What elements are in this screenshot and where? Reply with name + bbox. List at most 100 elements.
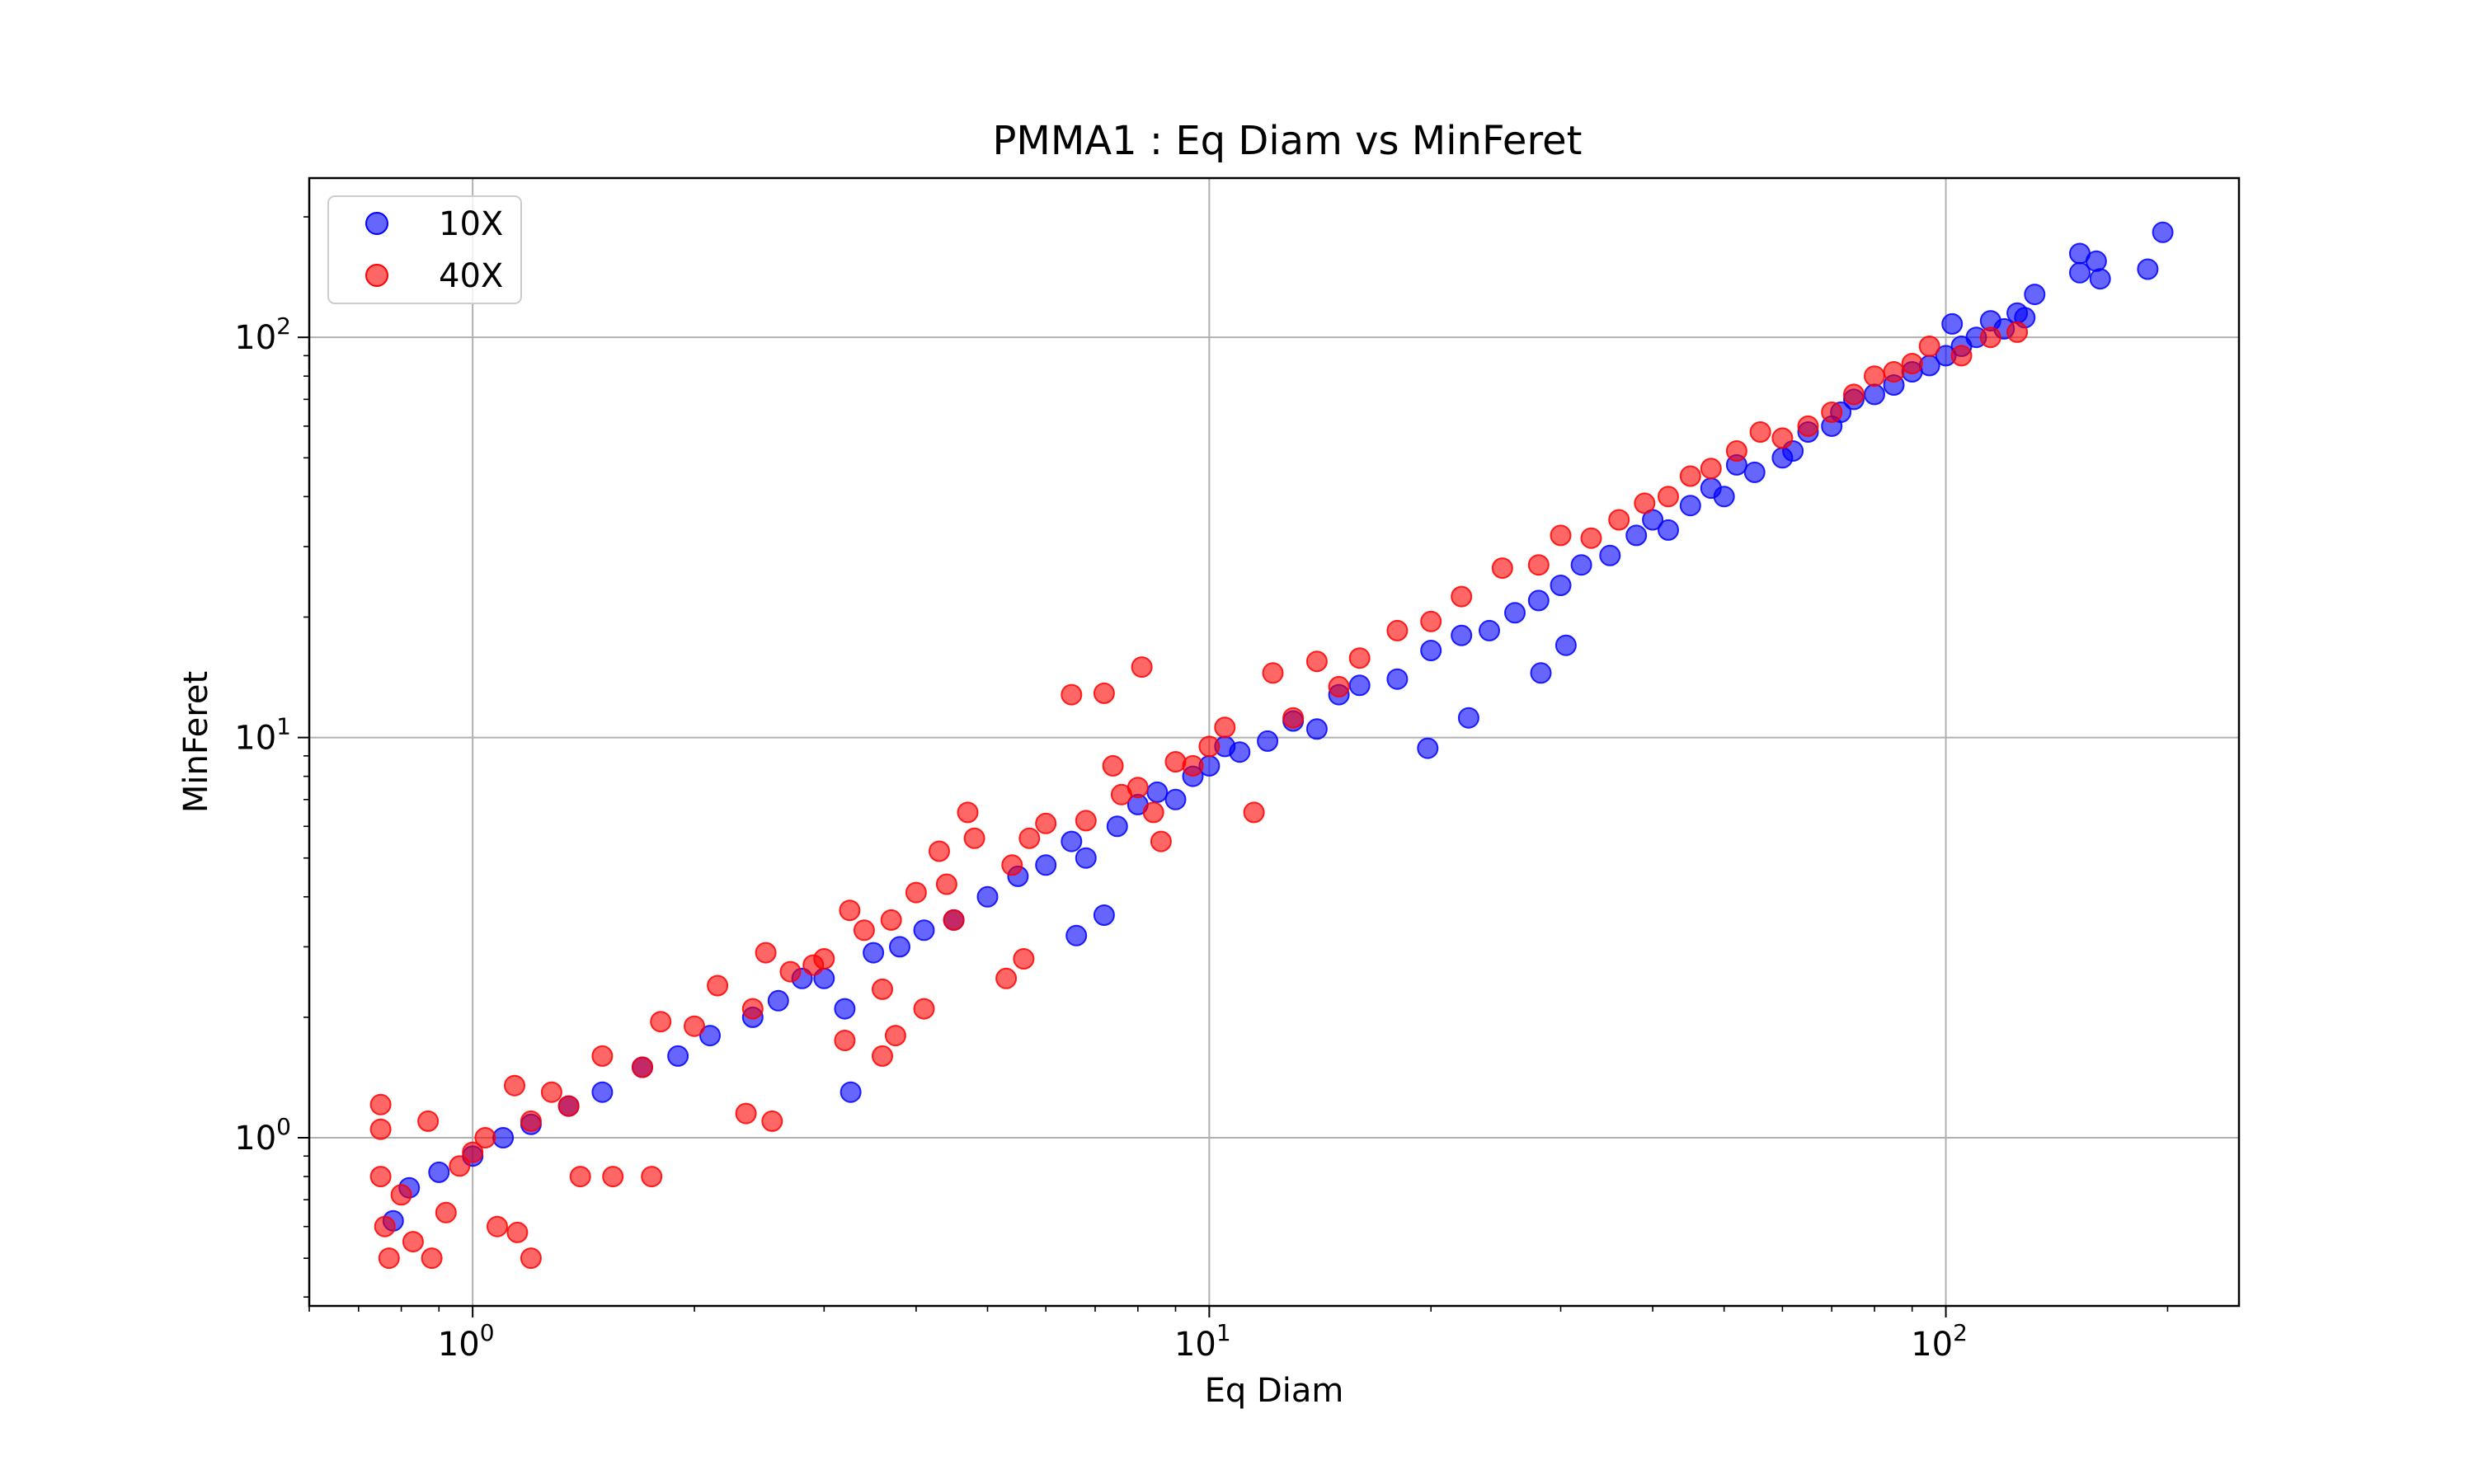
data-point-40x <box>1843 383 1865 406</box>
data-point-40x <box>602 1166 624 1188</box>
data-point-40x <box>1749 421 1771 443</box>
data-point-40x <box>474 1127 496 1148</box>
data-point-40x <box>1797 415 1819 437</box>
data-point-40x <box>884 1025 906 1047</box>
y-tick-label: 102 <box>234 312 291 357</box>
data-point-10x <box>1530 662 1552 684</box>
data-point-10x <box>1527 589 1550 612</box>
data-point-40x <box>1126 777 1149 799</box>
x-tick-exponent: 2 <box>1953 1319 1968 1346</box>
data-point-40x <box>1883 361 1905 383</box>
data-point-40x <box>755 942 777 964</box>
data-point-10x <box>976 885 999 908</box>
data-point-40x <box>741 998 764 1020</box>
x-tick-label: 101 <box>1174 1319 1231 1364</box>
data-point-10x <box>1941 312 1964 335</box>
data-point-40x <box>1214 716 1236 739</box>
data-point-40x <box>390 1184 412 1206</box>
chart-title: PMMA1 : Eq Diam vs MinFeret <box>992 118 1582 164</box>
data-point-10x <box>1479 619 1500 641</box>
data-point-10x <box>1075 847 1097 869</box>
data-point-10x <box>767 989 789 1012</box>
data-point-40x <box>1901 353 1923 374</box>
y-tick-label: 101 <box>234 713 291 758</box>
data-point-10x <box>1106 815 1128 838</box>
data-point-40x <box>735 1102 757 1125</box>
data-point-40x <box>1950 345 1973 367</box>
data-point-10x <box>1550 575 1572 596</box>
data-point-10x <box>840 1081 862 1103</box>
data-point-40x <box>957 801 979 824</box>
data-point-10x <box>1457 707 1479 729</box>
data-point-40x <box>834 1030 856 1051</box>
data-point-40x <box>1658 486 1679 508</box>
data-point-40x <box>449 1155 471 1177</box>
data-point-10x <box>834 998 856 1020</box>
data-point-40x <box>1282 707 1305 729</box>
data-point-40x <box>1164 751 1187 773</box>
data-point-10x <box>1093 904 1115 926</box>
legend-label-40x: 40X <box>439 257 503 295</box>
data-point-10x <box>492 1127 515 1148</box>
data-point-40x <box>1386 619 1409 641</box>
data-point-10x <box>667 1045 689 1067</box>
data-points <box>369 221 2174 1270</box>
data-point-40x <box>632 1056 653 1078</box>
data-point-40x <box>779 960 802 983</box>
data-point-40x <box>1725 440 1747 462</box>
data-point-10x <box>1625 524 1648 547</box>
data-point-40x <box>1608 509 1630 531</box>
data-point-40x <box>1491 557 1513 580</box>
x-tick-exponent: 0 <box>480 1319 495 1346</box>
data-point-40x <box>1305 650 1328 673</box>
y-tick-base: 10 <box>234 720 276 758</box>
data-point-10x <box>1065 924 1088 946</box>
data-point-40x <box>520 1110 542 1132</box>
data-point-40x <box>421 1247 443 1270</box>
legend-marker-10x <box>365 212 388 235</box>
data-point-10x <box>1679 495 1701 517</box>
data-point-10x <box>1713 486 1735 508</box>
y-tick-base: 10 <box>234 319 276 357</box>
data-point-10x <box>1743 461 1766 483</box>
data-point-40x <box>1580 527 1602 549</box>
data-point-40x <box>1821 402 1843 423</box>
data-point-10x <box>1061 830 1083 852</box>
data-point-40x <box>1451 585 1473 608</box>
data-point-40x <box>1243 801 1265 824</box>
data-point-40x <box>1182 754 1204 777</box>
data-point-40x <box>569 1166 591 1188</box>
data-point-10x <box>1658 519 1679 541</box>
data-point-10x <box>1386 668 1409 690</box>
y-tick-exponent: 0 <box>276 1113 291 1140</box>
data-point-40x <box>880 909 902 931</box>
data-point-40x <box>1700 458 1722 480</box>
data-point-40x <box>591 1045 614 1067</box>
data-point-40x <box>417 1110 440 1132</box>
data-point-40x <box>905 881 927 904</box>
data-point-10x <box>699 1025 721 1047</box>
data-point-10x <box>863 942 885 964</box>
plot-area-frame <box>308 176 2241 1308</box>
data-point-10x <box>1035 854 1057 876</box>
data-point-40x <box>1771 427 1794 449</box>
data-point-40x <box>557 1095 580 1117</box>
legend-marker-40x <box>365 264 388 287</box>
data-point-40x <box>462 1141 484 1163</box>
series-40x <box>369 321 2029 1270</box>
data-point-40x <box>540 1081 562 1103</box>
data-point-40x <box>1550 524 1572 547</box>
data-point-10x <box>1305 718 1328 740</box>
data-point-40x <box>520 1247 542 1270</box>
data-point-40x <box>435 1201 457 1223</box>
data-point-10x <box>2089 268 2111 290</box>
data-point-10x <box>1229 741 1251 763</box>
data-point-10x <box>1417 737 1439 759</box>
data-point-10x <box>1146 781 1169 803</box>
data-point-40x <box>1142 801 1164 824</box>
data-point-40x <box>929 840 950 862</box>
data-point-40x <box>1093 682 1115 704</box>
data-point-40x <box>1420 610 1442 632</box>
data-point-40x <box>761 1110 783 1132</box>
data-point-40x <box>995 967 1018 989</box>
